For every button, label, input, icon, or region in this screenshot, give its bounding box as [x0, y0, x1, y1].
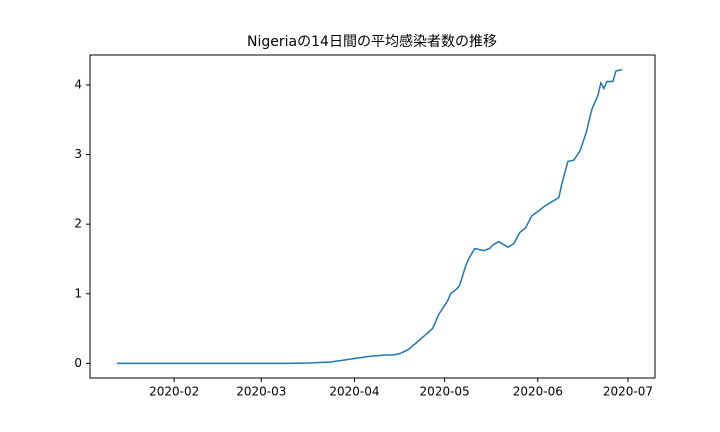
plot-frame	[89, 54, 656, 379]
x-tick-label: 2020-03	[236, 385, 286, 399]
x-tick-label: 2020-06	[513, 385, 563, 399]
line	[117, 68, 623, 365]
x-tick-label: 2020-02	[149, 385, 199, 399]
x-tick-label: 2020-05	[420, 385, 470, 399]
y-tick-label: 2	[74, 217, 82, 231]
chart-title: Nigeriaの14日間の平均感染者数の推移	[247, 33, 497, 50]
x-tick-label: 2020-07	[603, 385, 653, 399]
y-tick-label: 3	[74, 147, 82, 161]
x-tick-label: 2020-04	[329, 385, 379, 399]
y-tick-label: 4	[74, 77, 82, 91]
y-tick-label: 1	[74, 286, 82, 300]
y-tick-label: 0	[74, 356, 82, 370]
